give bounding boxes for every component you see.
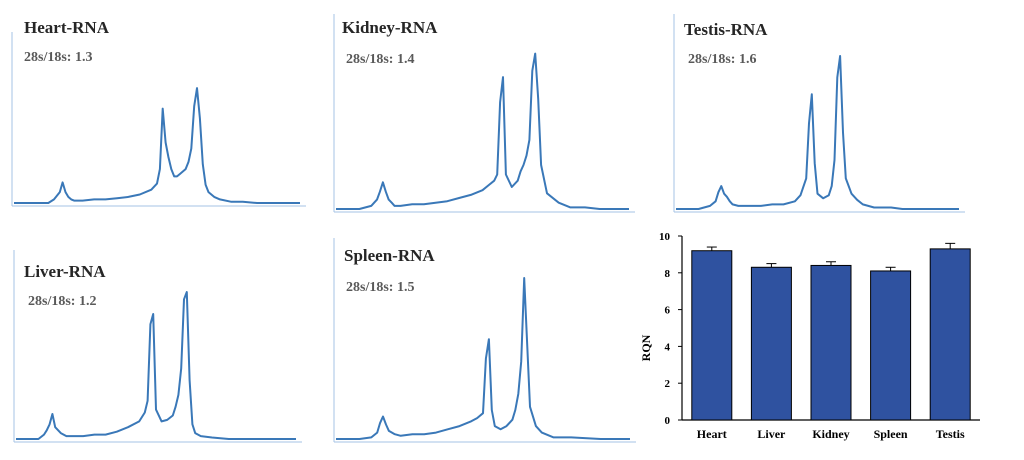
heart-rna-trace	[11, 32, 306, 207]
panel-title: Heart-RNA	[24, 18, 109, 37]
trace-line	[16, 291, 296, 440]
y-tick-label: 10	[659, 231, 671, 243]
y-tick-label: 2	[665, 378, 671, 390]
bar-testis	[929, 248, 971, 421]
rqn-bar-chart: RQN 0 2 4 6 8 10 Heart Liver Kidney Spleen Testis	[640, 231, 980, 441]
heart-rna-panel: Heart-RNA 28s/18s: 1.3	[10, 14, 310, 214]
liver-rna-panel: Liver-RNA 28s/18s: 1.2	[10, 250, 310, 450]
x-tick-label: Testis	[936, 427, 965, 441]
y-tick-label: 8	[665, 268, 671, 280]
testis-rna-panel: Testis-RNA 28s/18s: 1.6	[670, 14, 970, 214]
x-tick-label: Kidney	[812, 427, 849, 441]
bar-heart	[691, 250, 733, 421]
testis-rna-trace	[673, 14, 965, 213]
kidney-rna-trace	[333, 14, 635, 213]
spleen-rna-panel: Spleen-RNA 28s/18s: 1.5	[330, 238, 640, 448]
ratio-label: 28s/18s: 1.6	[688, 52, 757, 67]
bar-spleen	[870, 270, 912, 421]
ratio-label: 28s/18s: 1.3	[24, 50, 93, 65]
bar-liver	[750, 266, 792, 421]
x-tick-label: Spleen	[874, 427, 908, 441]
y-tick-label: 6	[665, 305, 671, 317]
x-tick-label: Liver	[757, 427, 786, 441]
x-tick-label: Heart	[697, 427, 727, 441]
trace-line	[336, 52, 629, 210]
trace-line	[676, 55, 959, 210]
y-axis-label: RQN	[640, 334, 653, 361]
trace-line	[14, 87, 300, 204]
ratio-label: 28s/18s: 1.5	[346, 280, 415, 295]
bar-kidney	[810, 264, 852, 421]
panel-title: Spleen-RNA	[344, 246, 435, 265]
panel-title: Kidney-RNA	[342, 18, 438, 37]
y-tick-label: 4	[665, 341, 671, 353]
trace-line	[336, 277, 630, 440]
y-tick-label: 0	[665, 415, 671, 427]
liver-rna-trace	[13, 250, 302, 443]
ratio-label: 28s/18s: 1.2	[28, 294, 97, 309]
kidney-rna-panel: Kidney-RNA 28s/18s: 1.4	[330, 14, 640, 214]
ratio-label: 28s/18s: 1.4	[346, 52, 415, 67]
panel-title: Liver-RNA	[24, 262, 106, 281]
spleen-rna-trace	[333, 238, 636, 443]
panel-title: Testis-RNA	[684, 20, 768, 39]
